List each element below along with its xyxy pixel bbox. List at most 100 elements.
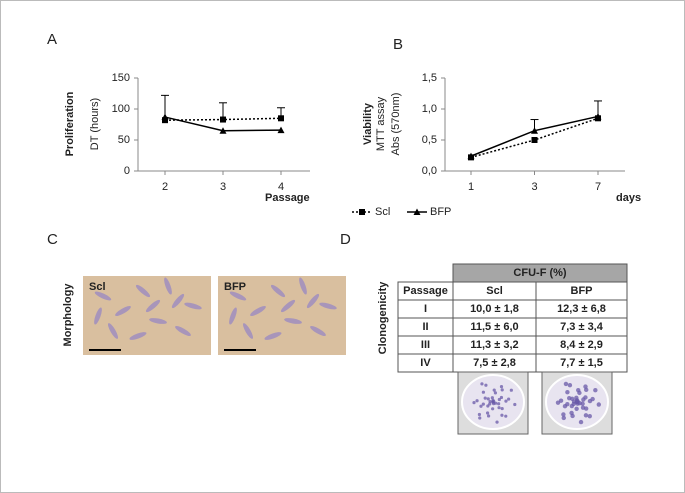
marker bbox=[161, 113, 169, 121]
colony bbox=[569, 410, 574, 416]
colony bbox=[571, 401, 576, 407]
colony bbox=[561, 412, 566, 417]
cell bbox=[229, 291, 247, 301]
y-tick-label: 50 bbox=[118, 134, 130, 146]
table-cell: IV bbox=[420, 357, 431, 369]
colony bbox=[587, 398, 593, 404]
marker bbox=[219, 127, 227, 134]
colony bbox=[577, 400, 582, 406]
colony bbox=[488, 399, 492, 404]
colony bbox=[481, 402, 485, 406]
colony bbox=[581, 397, 586, 402]
y-axis-label: Proliferation bbox=[64, 91, 76, 156]
colony bbox=[513, 402, 517, 407]
colony bbox=[480, 382, 484, 386]
panel-label: B bbox=[393, 36, 403, 53]
cell bbox=[175, 326, 191, 336]
colony bbox=[567, 382, 573, 388]
colony bbox=[493, 391, 498, 395]
table-cell: I bbox=[424, 303, 427, 315]
colony bbox=[492, 388, 496, 392]
colony bbox=[580, 405, 586, 410]
colony bbox=[509, 388, 513, 392]
colony bbox=[488, 402, 492, 406]
table-cell: 7,5 ± 2,8 bbox=[473, 357, 516, 369]
colony bbox=[486, 404, 490, 408]
colony bbox=[494, 401, 498, 405]
colony bbox=[497, 397, 501, 402]
marker bbox=[220, 116, 226, 123]
colony bbox=[565, 390, 570, 395]
marker bbox=[467, 152, 475, 160]
marker bbox=[277, 126, 285, 134]
marker bbox=[594, 112, 602, 120]
y-axis-label: Abs (570nm) bbox=[390, 93, 402, 156]
table-cell: III bbox=[421, 339, 430, 351]
colony bbox=[472, 401, 476, 405]
colony bbox=[486, 397, 490, 401]
marker bbox=[531, 127, 538, 134]
panel-label: A bbox=[47, 31, 57, 48]
table-column-header: Scl bbox=[486, 285, 503, 297]
colony bbox=[497, 406, 501, 410]
y-tick-label: 150 bbox=[112, 72, 130, 84]
colony bbox=[593, 388, 598, 393]
colony bbox=[507, 397, 511, 401]
colony bbox=[578, 419, 584, 425]
cell bbox=[129, 332, 147, 340]
colony bbox=[486, 414, 491, 418]
table-cell: 8,4 ± 2,9 bbox=[560, 339, 603, 351]
cell bbox=[319, 302, 337, 310]
cell bbox=[270, 284, 286, 298]
colony bbox=[491, 398, 495, 402]
colony bbox=[490, 396, 494, 400]
y-tick-label: 100 bbox=[112, 103, 130, 115]
colony bbox=[499, 395, 504, 400]
panel-label: C bbox=[47, 231, 58, 248]
cell bbox=[115, 306, 131, 316]
section-label: Clonogenicity bbox=[377, 281, 389, 355]
cell bbox=[299, 277, 307, 295]
colony bbox=[563, 381, 569, 387]
colony bbox=[577, 390, 582, 396]
colony bbox=[499, 385, 504, 389]
x-axis-label: days bbox=[616, 192, 641, 204]
table-cell: 11,3 ± 3,2 bbox=[470, 339, 518, 351]
table-cell: 7,7 ± 1,5 bbox=[560, 357, 603, 369]
y-axis-label: MTT assay bbox=[375, 96, 387, 151]
colony bbox=[475, 399, 479, 403]
legend-marker bbox=[413, 208, 421, 215]
legend-label: Scl bbox=[375, 206, 390, 218]
cell bbox=[171, 293, 185, 309]
cell bbox=[229, 307, 237, 325]
cell bbox=[135, 284, 151, 298]
section-label: Morphology bbox=[62, 283, 74, 347]
colony bbox=[574, 398, 580, 403]
y-axis-label: DT (hours) bbox=[89, 98, 101, 150]
y-tick-label: 0 bbox=[124, 165, 130, 177]
table-cell: 7,3 ± 3,4 bbox=[560, 321, 604, 333]
colony bbox=[485, 411, 490, 415]
cell bbox=[184, 302, 202, 310]
table-cell: II bbox=[422, 321, 428, 333]
colony bbox=[583, 413, 589, 418]
cell bbox=[94, 291, 112, 301]
colony bbox=[558, 398, 564, 403]
cell bbox=[280, 299, 296, 313]
cell bbox=[145, 299, 161, 313]
colony bbox=[504, 399, 508, 403]
cell bbox=[94, 307, 102, 325]
colony bbox=[500, 388, 504, 392]
colony bbox=[479, 404, 483, 408]
y-tick-label: 1,0 bbox=[422, 103, 437, 115]
cell bbox=[250, 306, 266, 316]
x-tick-label: 3 bbox=[531, 181, 537, 193]
cell bbox=[310, 326, 326, 336]
cell bbox=[264, 332, 282, 340]
colony bbox=[481, 390, 485, 394]
series-line bbox=[164, 117, 282, 121]
legend-marker bbox=[359, 209, 365, 215]
marker bbox=[162, 117, 168, 124]
